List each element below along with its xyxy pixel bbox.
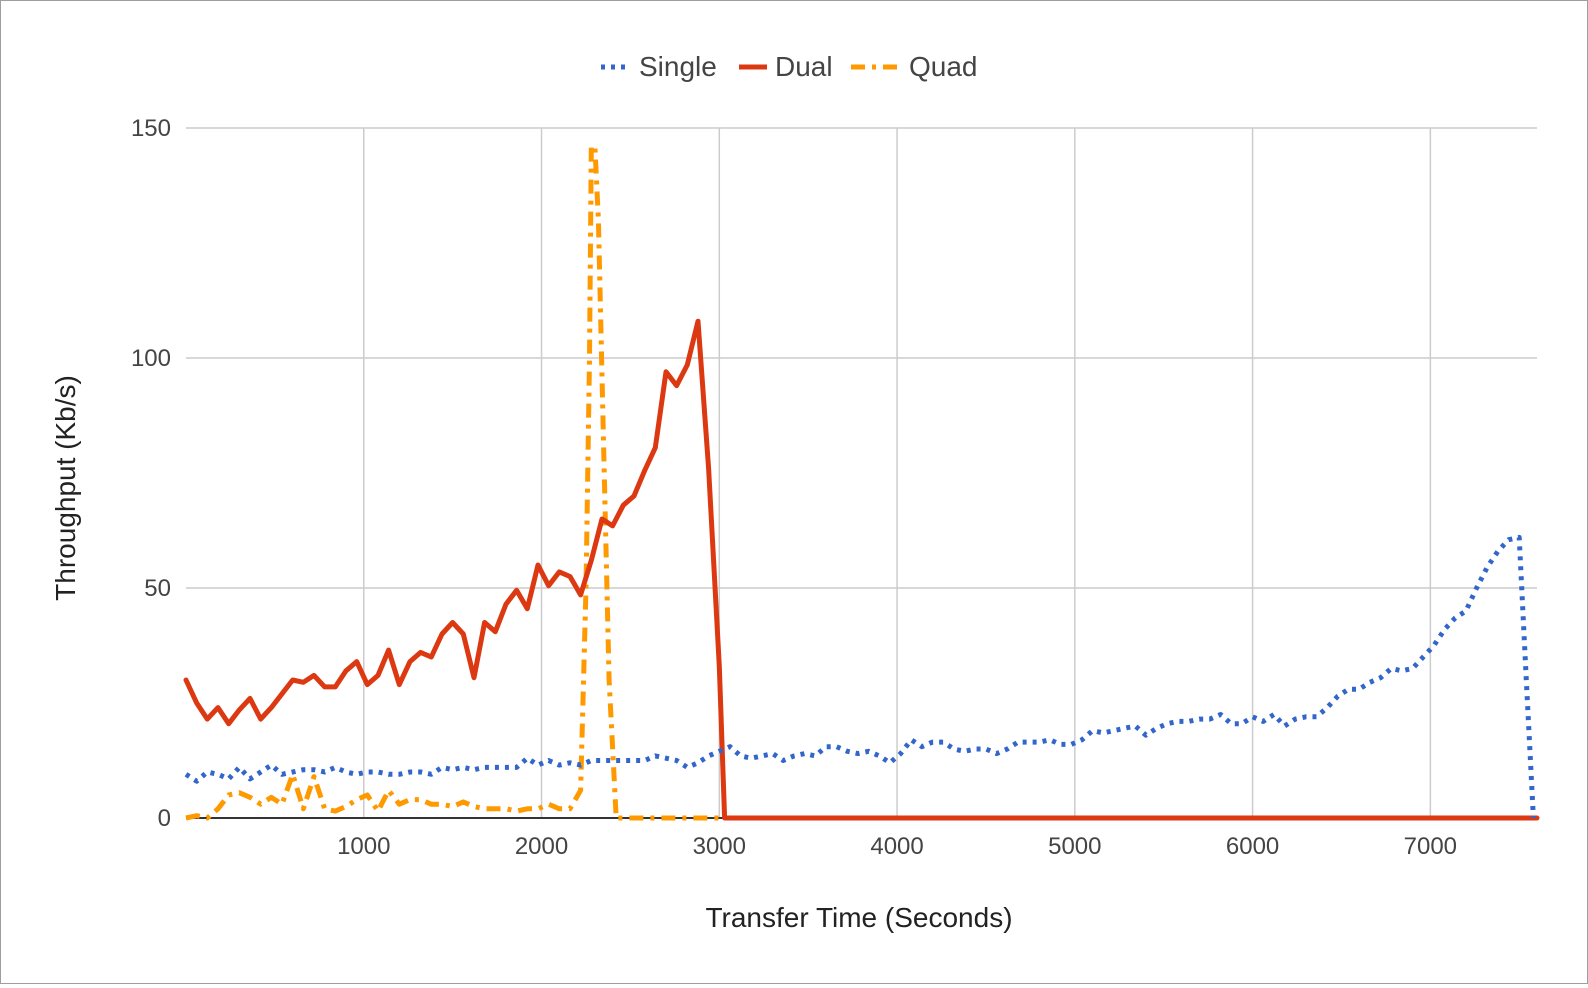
legend-item-single[interactable]: Single (601, 51, 717, 82)
x-axis-title: Transfer Time (Seconds) (705, 902, 1012, 933)
y-tick-labels: 0 50 100 150 (131, 115, 171, 832)
series-line-single[interactable] (184, 534, 1536, 819)
legend-label-dual: Dual (775, 51, 833, 82)
y-tick-label: 0 (158, 805, 171, 832)
y-tick-label: 50 (144, 575, 171, 602)
x-tick-label: 7000 (1404, 833, 1457, 860)
y-tick-label: 150 (131, 115, 171, 142)
gridlines (186, 127, 1537, 819)
series-line-dual[interactable] (183, 318, 1540, 821)
y-axis-title: Throughput (Kb/s) (50, 375, 81, 601)
legend: Single Dual Quad (601, 51, 978, 82)
legend-item-dual[interactable]: Dual (739, 51, 833, 82)
x-tick-labels: 1000 2000 3000 4000 5000 6000 7000 (337, 833, 1457, 860)
x-tick-label: 3000 (693, 833, 746, 860)
x-tick-label: 1000 (337, 833, 390, 860)
legend-label-single: Single (639, 51, 717, 82)
series-line-quad[interactable] (185, 143, 1537, 821)
legend-label-quad: Quad (909, 51, 978, 82)
y-tick-label: 100 (131, 345, 171, 372)
x-tick-label: 2000 (515, 833, 568, 860)
x-tick-label: 4000 (870, 833, 923, 860)
x-tick-label: 5000 (1048, 833, 1101, 860)
series-layer (183, 143, 1540, 821)
x-tick-label: 6000 (1226, 833, 1279, 860)
legend-item-quad[interactable]: Quad (851, 51, 978, 82)
